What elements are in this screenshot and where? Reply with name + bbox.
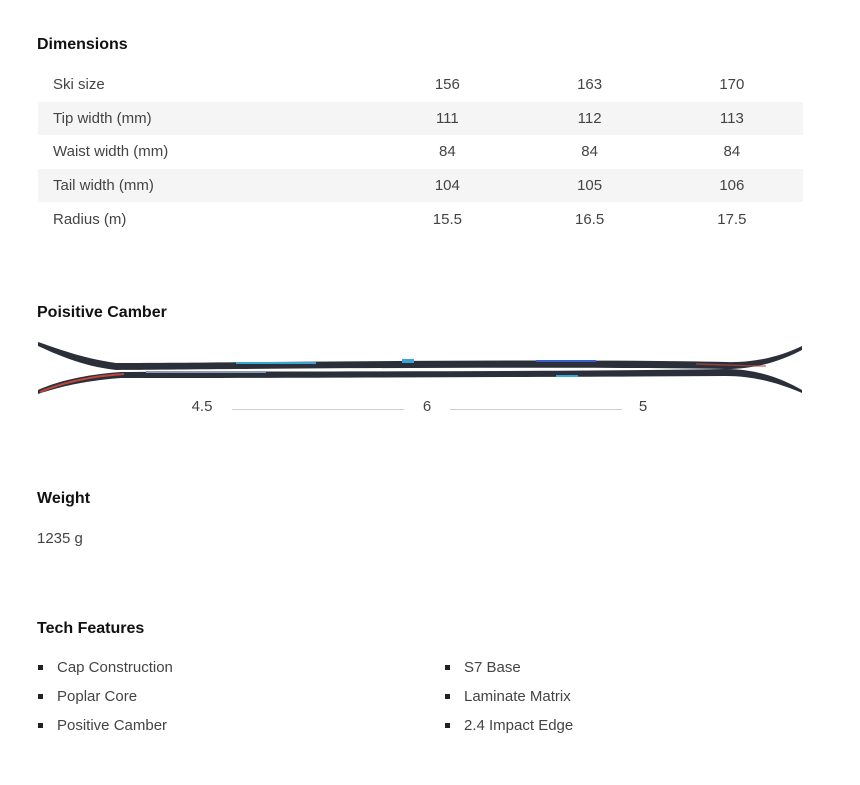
list-item: Poplar Core — [37, 686, 173, 715]
camber-title: Poisitive Camber — [37, 304, 167, 321]
row-value: 16.5 — [575, 210, 605, 228]
camber-divider — [232, 409, 404, 410]
tech-features-list-left: Cap Construction Poplar Core Positive Ca… — [37, 657, 173, 744]
dimensions-title: Dimensions — [37, 36, 128, 53]
bullet-icon — [38, 723, 43, 728]
table-row: Waist width (mm) 84 84 84 — [38, 135, 803, 169]
bullet-icon — [445, 694, 450, 699]
feature-label: Poplar Core — [57, 688, 138, 705]
list-item: Positive Camber — [37, 715, 173, 744]
ski-tip-accent — [695, 363, 767, 367]
ski-accent-3 — [536, 360, 596, 362]
feature-label: S7 Base — [464, 659, 521, 676]
camber-divider — [450, 409, 622, 410]
row-label: Tip width (mm) — [38, 101, 377, 136]
feature-label: 2.4 Impact Edge — [464, 717, 574, 734]
table-row: Tip width (mm) 111 112 113 — [38, 101, 803, 136]
bullet-icon — [445, 665, 450, 670]
ski-bottom-outline — [38, 369, 802, 394]
table-row: Tail width (mm) 104 105 106 — [38, 168, 803, 203]
ski-accent-1 — [236, 362, 316, 364]
row-value: 106 — [660, 168, 803, 203]
row-value: 170 — [719, 76, 745, 94]
row-value: 163 — [577, 76, 603, 94]
dimensions-table: Ski size 156 163 170 Tip width (mm) 111 … — [38, 68, 803, 236]
weight-value: 1235 g — [37, 530, 83, 547]
row-label: Ski size — [53, 76, 105, 94]
row-label: Tail width (mm) — [38, 168, 377, 203]
list-item: Cap Construction — [37, 657, 173, 686]
ski-accent-4 — [556, 375, 578, 377]
bullet-icon — [38, 665, 43, 670]
camber-value-tail: 4.5 — [191, 398, 213, 415]
camber-value-center: 6 — [422, 398, 432, 415]
row-value: 84 — [581, 143, 598, 161]
list-item: S7 Base — [444, 657, 573, 686]
tech-features-title: Tech Features — [37, 620, 145, 637]
ski-tail-accent — [39, 373, 125, 393]
feature-label: Laminate Matrix — [464, 688, 571, 705]
weight-title: Weight — [37, 490, 91, 507]
row-value: 112 — [518, 101, 661, 136]
row-value: 113 — [660, 101, 803, 136]
feature-label: Cap Construction — [57, 659, 173, 676]
row-value: 84 — [723, 143, 741, 161]
row-value: 111 — [376, 101, 519, 136]
ski-accent-5 — [146, 371, 266, 373]
row-value: 84 — [439, 143, 456, 161]
table-row: Radius (m) 15.5 16.5 17.5 — [38, 202, 803, 236]
list-item: 2.4 Impact Edge — [444, 715, 573, 744]
row-value: 104 — [376, 168, 519, 203]
list-item: Laminate Matrix — [444, 686, 573, 715]
bullet-icon — [445, 723, 450, 728]
row-value: 105 — [518, 168, 661, 203]
camber-values: 4.5 6 5 — [0, 398, 860, 422]
table-row: Ski size 156 163 170 — [38, 68, 803, 102]
camber-value-tip: 5 — [638, 398, 648, 415]
bullet-icon — [38, 694, 43, 699]
tech-features-list-right: S7 Base Laminate Matrix 2.4 Impact Edge — [444, 657, 573, 744]
ski-camber-illustration — [36, 336, 806, 402]
row-value: 156 — [434, 76, 460, 94]
row-value: 15.5 — [432, 210, 462, 228]
feature-label: Positive Camber — [57, 717, 168, 734]
ski-accent-2 — [402, 359, 414, 363]
row-label: Radius (m) — [53, 210, 127, 228]
row-value: 17.5 — [717, 210, 747, 228]
ski-top-outline — [38, 342, 802, 370]
ski-side-profile-image — [38, 342, 802, 394]
row-label: Waist width (mm) — [53, 143, 169, 161]
